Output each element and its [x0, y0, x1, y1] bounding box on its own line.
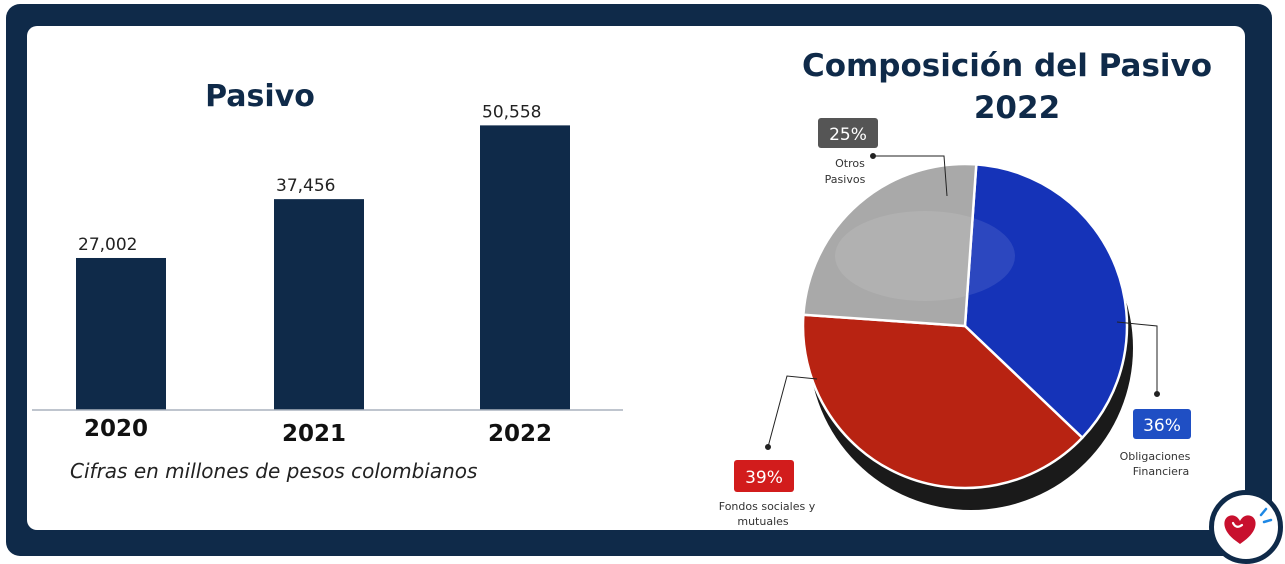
- pie-title-line-2: 2022: [974, 90, 1060, 126]
- bar-chart: Pasivo 27,002 2020 37,456 2021 50,558 2022 Ci…: [32, 79, 623, 483]
- leader-dot-fondos: [765, 444, 771, 450]
- chart-card: Pasivo 27,002 2020 37,456 2021 50,558 2022 Ci…: [27, 26, 1245, 530]
- pct-badge-obligaciones: 36%: [1133, 409, 1191, 439]
- bar-2020: [76, 257, 166, 410]
- bar-chart-note: Cifras en millones de pesos colombianos: [70, 459, 477, 483]
- pct-badge-fondos-text: 39%: [745, 468, 783, 488]
- bar-2022: [480, 125, 570, 410]
- bar-value-label: 27,002: [78, 235, 137, 255]
- bar-category-label: 2022: [488, 421, 552, 447]
- pie-slice-obligaciones: [963, 163, 1129, 439]
- pie-slice-otros: [802, 162, 978, 328]
- pct-badge-obligaciones-bg: [1133, 409, 1191, 439]
- bars-layer: 27,002 2020 37,456 2021 50,558 2022: [76, 102, 570, 447]
- heart-logo-badge: [1209, 490, 1283, 564]
- heart-icon: [1224, 515, 1256, 544]
- bar-value-label: 50,558: [482, 102, 541, 122]
- bar-category-label: 2021: [282, 421, 346, 447]
- pct-badge-otros-bg: [818, 118, 878, 148]
- pie-chart: Composición del Pasivo 2022 25% Otros Pa…: [719, 48, 1212, 528]
- pct-badge-obligaciones-text: 36%: [1143, 416, 1181, 436]
- slice-label-fondos-1: Fondos sociales y: [719, 500, 816, 513]
- slice-label-otros-1: Otros: [835, 157, 865, 170]
- pie-title-line-1: Composición del Pasivo: [802, 48, 1212, 84]
- pct-badge-otros: 25%: [818, 118, 878, 148]
- leader-dot-otros: [870, 153, 876, 159]
- pct-badge-otros-text: 25%: [829, 125, 867, 145]
- leader-line-fondos: [767, 375, 818, 448]
- bar-category-label: 2020: [84, 416, 148, 442]
- heart-logo-icon: [1224, 507, 1273, 544]
- leader-lines: [765, 153, 1160, 450]
- slice-label-fondos-2: mutuales: [737, 515, 789, 528]
- bar-chart-title: Pasivo: [205, 79, 315, 114]
- pie-layer: [801, 162, 1133, 510]
- spark-icon: [1259, 507, 1268, 517]
- pie-gloss: [835, 211, 1015, 301]
- spark-icon: [1262, 518, 1273, 524]
- leader-dot-obligaciones: [1154, 391, 1160, 397]
- pct-badge-fondos: 39%: [734, 460, 794, 492]
- pie-slice-fondos: [801, 313, 1084, 490]
- heart-smile-icon: [1231, 521, 1244, 528]
- bar-value-label: 37,456: [276, 176, 335, 196]
- leader-line-otros: [873, 155, 948, 197]
- pct-badge-fondos-bg: [734, 460, 794, 492]
- slice-label-obligaciones-1: Obligaciones: [1120, 450, 1191, 463]
- bar-2021: [274, 199, 364, 410]
- leader-line-obligaciones: [1116, 321, 1158, 394]
- charts-canvas: Pasivo 27,002 2020 37,456 2021 50,558 2022 Ci…: [32, 48, 1212, 528]
- slice-label-otros-2: Pasivos: [825, 173, 866, 186]
- slice-label-obligaciones-2: Financiera: [1133, 465, 1189, 478]
